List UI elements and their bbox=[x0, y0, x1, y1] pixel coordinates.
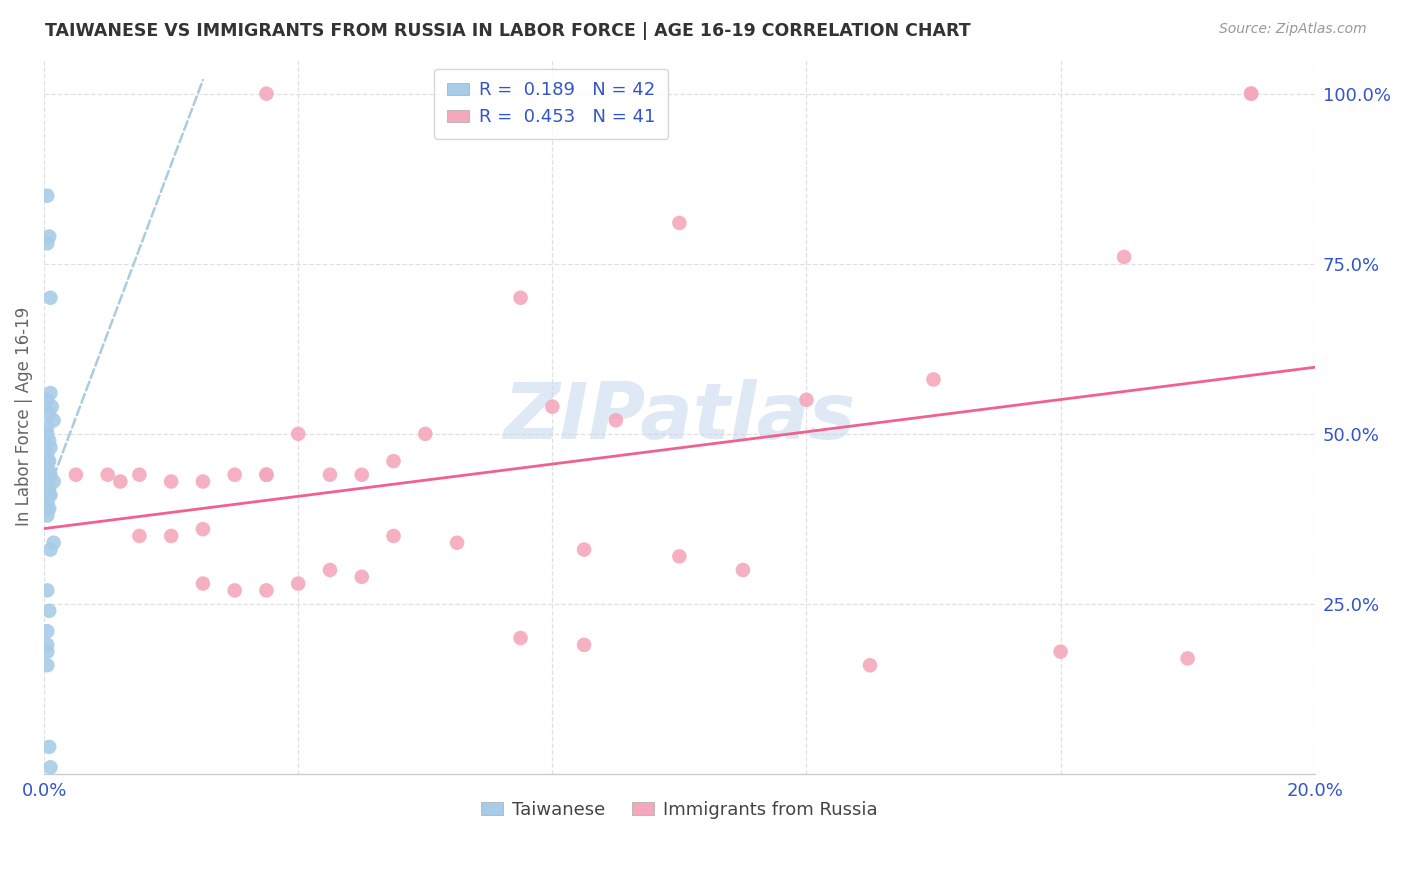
Point bbox=[37, 481, 59, 495]
Point bbox=[796, 392, 818, 407]
Point bbox=[1177, 651, 1199, 665]
Point bbox=[37, 461, 59, 475]
Point bbox=[37, 495, 59, 509]
Text: ZIPatlas: ZIPatlas bbox=[503, 379, 855, 455]
Y-axis label: In Labor Force | Age 16-19: In Labor Force | Age 16-19 bbox=[15, 307, 32, 526]
Point bbox=[37, 236, 59, 251]
Point bbox=[38, 488, 60, 502]
Point bbox=[668, 216, 690, 230]
Point bbox=[160, 475, 183, 489]
Point bbox=[256, 467, 278, 482]
Point bbox=[605, 413, 627, 427]
Point bbox=[1112, 250, 1135, 264]
Point bbox=[39, 488, 62, 502]
Point bbox=[38, 604, 60, 618]
Point bbox=[319, 563, 342, 577]
Point bbox=[37, 645, 59, 659]
Point bbox=[350, 467, 373, 482]
Point bbox=[39, 291, 62, 305]
Point bbox=[668, 549, 690, 564]
Point bbox=[39, 760, 62, 774]
Point bbox=[37, 467, 59, 482]
Legend: Taiwanese, Immigrants from Russia: Taiwanese, Immigrants from Russia bbox=[474, 793, 884, 826]
Point bbox=[572, 638, 595, 652]
Text: Source: ZipAtlas.com: Source: ZipAtlas.com bbox=[1219, 22, 1367, 37]
Point bbox=[382, 529, 405, 543]
Point bbox=[446, 535, 468, 549]
Point bbox=[287, 576, 309, 591]
Point bbox=[256, 87, 278, 101]
Point bbox=[37, 583, 59, 598]
Point bbox=[37, 420, 59, 434]
Point bbox=[37, 454, 59, 468]
Point bbox=[37, 458, 59, 472]
Point bbox=[1049, 645, 1071, 659]
Point bbox=[1240, 87, 1263, 101]
Text: TAIWANESE VS IMMIGRANTS FROM RUSSIA IN LABOR FORCE | AGE 16-19 CORRELATION CHART: TAIWANESE VS IMMIGRANTS FROM RUSSIA IN L… bbox=[45, 22, 970, 40]
Point bbox=[65, 467, 87, 482]
Point bbox=[37, 508, 59, 523]
Point bbox=[319, 467, 342, 482]
Point bbox=[128, 529, 150, 543]
Point bbox=[37, 638, 59, 652]
Point bbox=[39, 386, 62, 401]
Point bbox=[859, 658, 882, 673]
Point bbox=[37, 426, 59, 441]
Point bbox=[509, 631, 531, 645]
Point bbox=[509, 291, 531, 305]
Point bbox=[38, 464, 60, 478]
Point bbox=[37, 475, 59, 489]
Point bbox=[38, 481, 60, 495]
Point bbox=[350, 570, 373, 584]
Point bbox=[922, 372, 945, 386]
Point bbox=[382, 454, 405, 468]
Point bbox=[191, 522, 214, 536]
Point bbox=[41, 400, 63, 414]
Point bbox=[97, 467, 120, 482]
Point bbox=[1240, 87, 1263, 101]
Point bbox=[38, 407, 60, 421]
Point bbox=[191, 475, 214, 489]
Point bbox=[37, 392, 59, 407]
Point bbox=[191, 576, 214, 591]
Point bbox=[572, 542, 595, 557]
Point bbox=[38, 454, 60, 468]
Point bbox=[110, 475, 132, 489]
Point bbox=[256, 583, 278, 598]
Point bbox=[39, 441, 62, 455]
Point bbox=[37, 624, 59, 639]
Point bbox=[37, 501, 59, 516]
Point bbox=[731, 563, 754, 577]
Point bbox=[42, 535, 65, 549]
Point bbox=[37, 658, 59, 673]
Point bbox=[541, 400, 564, 414]
Point bbox=[37, 188, 59, 202]
Point bbox=[160, 529, 183, 543]
Point bbox=[39, 542, 62, 557]
Point bbox=[38, 434, 60, 448]
Point bbox=[287, 426, 309, 441]
Point bbox=[38, 229, 60, 244]
Point bbox=[42, 413, 65, 427]
Point bbox=[224, 467, 246, 482]
Point bbox=[38, 739, 60, 754]
Point bbox=[37, 495, 59, 509]
Point bbox=[128, 467, 150, 482]
Point bbox=[42, 475, 65, 489]
Point bbox=[224, 583, 246, 598]
Point bbox=[38, 501, 60, 516]
Point bbox=[256, 467, 278, 482]
Point bbox=[39, 467, 62, 482]
Point bbox=[37, 447, 59, 461]
Point bbox=[413, 426, 436, 441]
